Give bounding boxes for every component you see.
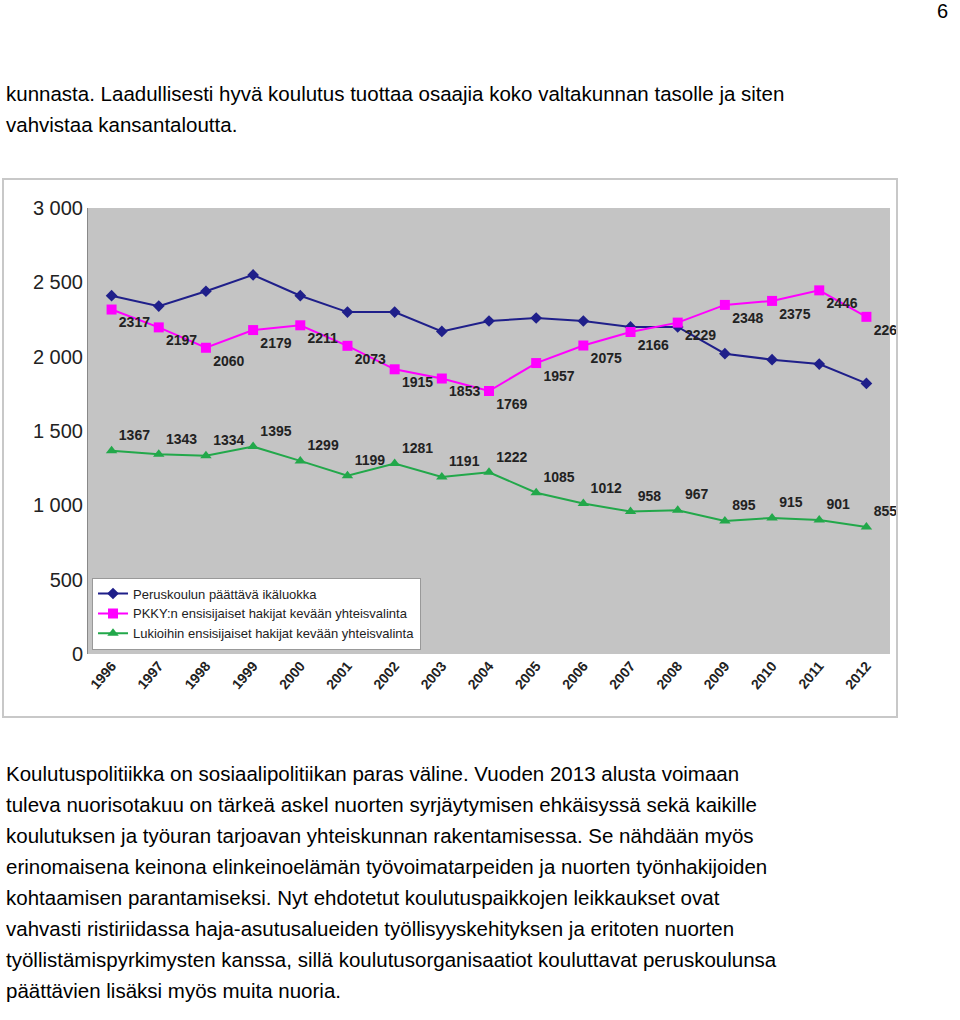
svg-text:2211: 2211 <box>308 330 339 346</box>
html-text:kunnasta. Laadullisesti hyvä k: kunnasta. Laadullisesti hyvä koulutus tu… <box>6 82 785 105</box>
svg-text:1012: 1012 <box>591 480 622 496</box>
svg-text:2010: 2010 <box>747 658 779 692</box>
svg-text:915: 915 <box>779 494 803 510</box>
svg-text:2009: 2009 <box>700 658 732 692</box>
svg-text:958: 958 <box>638 488 662 504</box>
html-text:tuleva nuorisotakuu on tärkeä: tuleva nuorisotakuu on tärkeä askel nuor… <box>6 793 757 816</box>
html-text:6: 6 <box>936 0 948 22</box>
svg-text:2179: 2179 <box>260 335 291 351</box>
svg-text:2073: 2073 <box>355 351 386 367</box>
svg-text:967: 967 <box>685 486 709 502</box>
svg-text:2005: 2005 <box>512 658 544 692</box>
svg-text:2375: 2375 <box>779 306 810 322</box>
svg-text:1395: 1395 <box>260 423 291 439</box>
svg-text:1915: 1915 <box>402 374 433 390</box>
svg-text:1997: 1997 <box>134 658 166 692</box>
html-text:työllistämispyrkimysten kanssa: työllistämispyrkimysten kanssa, sillä ko… <box>6 948 777 971</box>
svg-text:2011: 2011 <box>795 658 827 692</box>
svg-text:2012: 2012 <box>842 658 874 692</box>
svg-text:Lukioihin ensisijaiset hakijat: Lukioihin ensisijaiset hakijat kevään yh… <box>133 626 414 641</box>
svg-text:895: 895 <box>732 497 756 513</box>
svg-text:2 500: 2 500 <box>33 271 83 293</box>
svg-text:1299: 1299 <box>308 437 339 453</box>
svg-text:2002: 2002 <box>370 658 402 692</box>
svg-text:1 500: 1 500 <box>33 420 83 442</box>
svg-text:1334: 1334 <box>213 432 244 448</box>
html-text:koulutuksen ja työuran tarjoav: koulutuksen ja työuran tarjoavan yhteisk… <box>6 824 754 847</box>
svg-text:1957: 1957 <box>543 368 574 384</box>
svg-text:2006: 2006 <box>559 658 591 692</box>
svg-text:1853: 1853 <box>449 383 480 399</box>
svg-text:PKKY:n ensisijaiset hakijat ke: PKKY:n ensisijaiset hakijat kevään yhtei… <box>133 606 408 621</box>
svg-text:0: 0 <box>72 643 83 665</box>
svg-text:2000: 2000 <box>276 658 308 692</box>
svg-text:1996: 1996 <box>87 658 119 692</box>
html-text:Koulutuspolitiikka on sosiaali: Koulutuspolitiikka on sosiaalipolitiikan… <box>6 762 740 785</box>
svg-text:2060: 2060 <box>213 353 244 369</box>
svg-text:2197: 2197 <box>166 332 197 348</box>
svg-text:2007: 2007 <box>606 658 638 692</box>
svg-text:2001: 2001 <box>323 658 355 692</box>
svg-text:1281: 1281 <box>402 440 433 456</box>
svg-text:2229: 2229 <box>685 327 716 343</box>
svg-text:2 000: 2 000 <box>33 346 83 368</box>
html-text:päättävien lisäksi myös muita: päättävien lisäksi myös muita nuoria. <box>6 979 341 1002</box>
svg-text:901: 901 <box>826 496 850 512</box>
svg-text:3 000: 3 000 <box>33 197 83 219</box>
svg-text:2317: 2317 <box>119 314 150 330</box>
html-text:kohtaamisen parantamiseksi. Ny: kohtaamisen parantamiseksi. Nyt ehdotetu… <box>6 886 720 909</box>
svg-text:1222: 1222 <box>496 449 527 465</box>
svg-text:1769: 1769 <box>496 396 527 412</box>
svg-text:2008: 2008 <box>653 658 685 692</box>
svg-text:1 000: 1 000 <box>33 494 83 516</box>
html-text:erinomaisena keinona elinkeino: erinomaisena keinona elinkeinoelämän työ… <box>6 855 768 878</box>
svg-text:2446: 2446 <box>826 295 857 311</box>
svg-text:855: 855 <box>874 503 896 519</box>
svg-text:1085: 1085 <box>543 469 574 485</box>
svg-text:1191: 1191 <box>449 453 480 469</box>
svg-text:2004: 2004 <box>464 658 496 692</box>
html-text:vahvasti ristiriidassa haja-as: vahvasti ristiriidassa haja-asutusalueid… <box>6 917 735 940</box>
svg-text:2348: 2348 <box>732 310 763 326</box>
svg-text:1343: 1343 <box>166 431 197 447</box>
svg-text:2268: 2268 <box>874 322 896 338</box>
svg-text:500: 500 <box>50 569 83 591</box>
svg-text:1199: 1199 <box>355 452 386 468</box>
svg-text:2166: 2166 <box>638 337 669 353</box>
svg-text:2003: 2003 <box>417 658 449 692</box>
svg-text:1998: 1998 <box>181 658 213 692</box>
svg-text:Peruskoulun päättävä ikäluokka: Peruskoulun päättävä ikäluokka <box>133 587 317 602</box>
svg-text:1999: 1999 <box>228 658 260 692</box>
svg-text:2075: 2075 <box>591 350 622 366</box>
html-text:vahvistaa kansantaloutta.: vahvistaa kansantaloutta. <box>6 113 238 136</box>
svg-text:1367: 1367 <box>119 427 150 443</box>
